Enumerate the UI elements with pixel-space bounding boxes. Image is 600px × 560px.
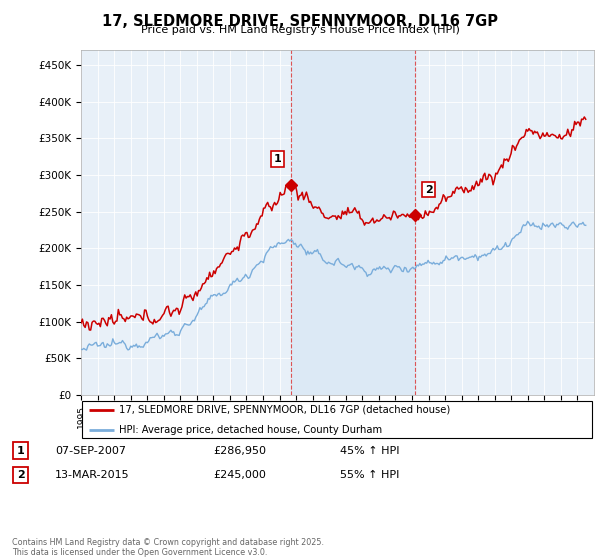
Text: Contains HM Land Registry data © Crown copyright and database right 2025.
This d: Contains HM Land Registry data © Crown c… [12, 538, 324, 557]
Text: 45% ↑ HPI: 45% ↑ HPI [340, 446, 400, 456]
Bar [291, 50, 415, 395]
Text: 13-MAR-2015: 13-MAR-2015 [55, 470, 130, 480]
Text: £245,000: £245,000 [214, 470, 266, 480]
Text: 17, SLEDMORE DRIVE, SPENNYMOOR, DL16 7GP (detached house): 17, SLEDMORE DRIVE, SPENNYMOOR, DL16 7GP… [119, 405, 451, 415]
Text: 2: 2 [425, 185, 433, 195]
Text: 07-SEP-2007: 07-SEP-2007 [55, 446, 126, 456]
Text: 17, SLEDMORE DRIVE, SPENNYMOOR, DL16 7GP: 17, SLEDMORE DRIVE, SPENNYMOOR, DL16 7GP [102, 14, 498, 29]
Text: HPI: Average price, detached house, County Durham: HPI: Average price, detached house, Coun… [119, 425, 383, 435]
Text: 1: 1 [17, 446, 25, 456]
Text: 2: 2 [17, 470, 25, 480]
Text: 1: 1 [274, 154, 281, 164]
FancyBboxPatch shape [82, 401, 592, 438]
Text: 55% ↑ HPI: 55% ↑ HPI [340, 470, 400, 480]
Text: £286,950: £286,950 [214, 446, 266, 456]
Text: Price paid vs. HM Land Registry's House Price Index (HPI): Price paid vs. HM Land Registry's House … [140, 25, 460, 35]
